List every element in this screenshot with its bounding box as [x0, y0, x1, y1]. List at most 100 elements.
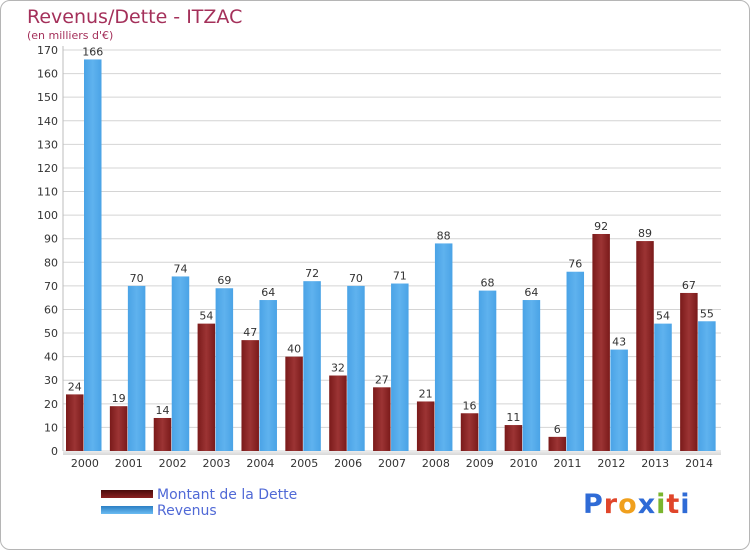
bar-debt-2013 [636, 241, 654, 451]
y-tick-label: 120 [37, 162, 58, 175]
bar-revenue-2005 [303, 281, 321, 451]
data-label-debt-2004: 47 [243, 326, 257, 339]
data-label-revenue-2008: 88 [437, 229, 451, 242]
y-tick-label: 50 [44, 327, 58, 340]
logo-letter: i [656, 489, 667, 520]
data-label-revenue-2009: 68 [481, 277, 495, 290]
data-label-debt-2014: 67 [682, 279, 696, 292]
bar-debt-2008 [416, 401, 435, 451]
data-label-revenue-2012: 43 [612, 336, 626, 349]
data-label-revenue-2013: 54 [656, 310, 670, 323]
y-tick-label: 70 [44, 280, 58, 293]
x-tick-label-2001: 2001 [115, 457, 143, 470]
data-label-revenue-2006: 70 [349, 272, 363, 285]
x-tick-label-2012: 2012 [597, 457, 625, 470]
bar-debt-2005 [285, 356, 303, 451]
data-label-debt-2011: 6 [554, 423, 561, 436]
bar-revenue-2012 [610, 349, 628, 451]
bar-revenue-2013 [654, 323, 672, 451]
y-tick-label: 0 [51, 445, 58, 458]
data-label-debt-2001: 19 [112, 392, 126, 405]
data-label-debt-2005: 40 [287, 343, 301, 356]
y-tick-label: 10 [44, 421, 58, 434]
logo-letter: r [603, 489, 619, 520]
x-tick-label-2005: 2005 [290, 457, 318, 470]
bar-debt-2010 [504, 425, 523, 451]
y-tick-label: 170 [37, 44, 58, 57]
bar-revenue-2011 [566, 271, 585, 451]
data-label-debt-2002: 14 [155, 404, 169, 417]
x-tick-label-2011: 2011 [553, 457, 581, 470]
y-tick-label: 90 [44, 233, 58, 246]
data-label-debt-2000: 24 [68, 380, 82, 393]
bar-revenue-2009 [478, 290, 497, 451]
logo-letter: P [583, 489, 604, 520]
data-label-debt-2008: 21 [419, 387, 433, 400]
logo-letter: o [618, 489, 638, 520]
x-tick-label-2006: 2006 [334, 457, 362, 470]
logo-letter: x [637, 489, 657, 520]
x-tick-label-2009: 2009 [466, 457, 494, 470]
y-tick-label: 160 [37, 68, 58, 81]
x-tick-label-2013: 2013 [641, 457, 669, 470]
bar-debt-2009 [460, 413, 479, 451]
proxiti-logo: Proxiti [583, 489, 691, 520]
bar-debt-2007 [373, 387, 391, 451]
x-tick-label-2004: 2004 [246, 457, 274, 470]
bar-revenue-2001 [127, 285, 146, 451]
legend-swatch-debt [101, 490, 153, 498]
plot-floor [63, 451, 721, 455]
data-label-revenue-2001: 70 [130, 272, 144, 285]
y-tick-label: 40 [44, 351, 58, 364]
bar-debt-2014 [680, 292, 698, 451]
x-tick-label-2003: 2003 [203, 457, 231, 470]
data-label-revenue-2010: 64 [524, 286, 538, 299]
data-label-revenue-2002: 74 [173, 262, 187, 275]
x-tick-label-2010: 2010 [510, 457, 538, 470]
data-label-debt-2007: 27 [375, 373, 389, 386]
x-tick-label-2008: 2008 [422, 457, 450, 470]
bar-debt-2000 [66, 394, 84, 451]
legend-label-debt: Montant de la Dette [157, 487, 298, 503]
legend-label-revenue: Revenus [157, 503, 217, 519]
legend-swatch-revenue [101, 506, 153, 514]
data-label-revenue-2003: 69 [217, 274, 231, 287]
y-tick-label: 110 [37, 186, 58, 199]
bar-revenue-2002 [171, 276, 190, 451]
data-label-revenue-2011: 76 [568, 258, 582, 271]
bar-revenue-2006 [347, 285, 365, 451]
data-label-debt-2006: 32 [331, 362, 345, 375]
data-label-revenue-2007: 71 [393, 270, 407, 283]
bar-debt-2004 [241, 340, 259, 451]
y-tick-label: 150 [37, 91, 58, 104]
chart-title: Revenus/Dette - ITZAC [27, 6, 243, 28]
data-label-revenue-2014: 55 [700, 307, 714, 320]
x-tick-label-2000: 2000 [71, 457, 99, 470]
bar-revenue-2003 [215, 288, 234, 451]
data-label-revenue-2005: 72 [305, 267, 319, 280]
bar-revenue-2000 [84, 59, 102, 451]
data-label-debt-2009: 16 [463, 399, 477, 412]
y-tick-label: 130 [37, 138, 58, 151]
data-label-debt-2012: 92 [594, 220, 608, 233]
x-tick-label-2002: 2002 [159, 457, 187, 470]
y-tick-label: 30 [44, 374, 58, 387]
y-tick-label: 100 [37, 209, 58, 222]
data-label-revenue-2000: 166 [82, 45, 103, 58]
y-tick-label: 20 [44, 398, 58, 411]
bar-debt-2003 [197, 323, 216, 451]
logo-letter: i [680, 489, 691, 520]
bar-revenue-2004 [259, 300, 277, 451]
y-tick-label: 80 [44, 256, 58, 269]
y-tick-label: 60 [44, 303, 58, 316]
bar-revenue-2010 [522, 300, 541, 451]
logo-letter: t [666, 489, 681, 520]
bar-revenue-2014 [698, 321, 716, 451]
x-tick-label-2007: 2007 [378, 457, 406, 470]
data-label-debt-2003: 54 [199, 310, 213, 323]
bar-debt-2002 [153, 417, 172, 451]
bar-debt-2011 [548, 436, 567, 451]
data-label-revenue-2004: 64 [261, 286, 275, 299]
